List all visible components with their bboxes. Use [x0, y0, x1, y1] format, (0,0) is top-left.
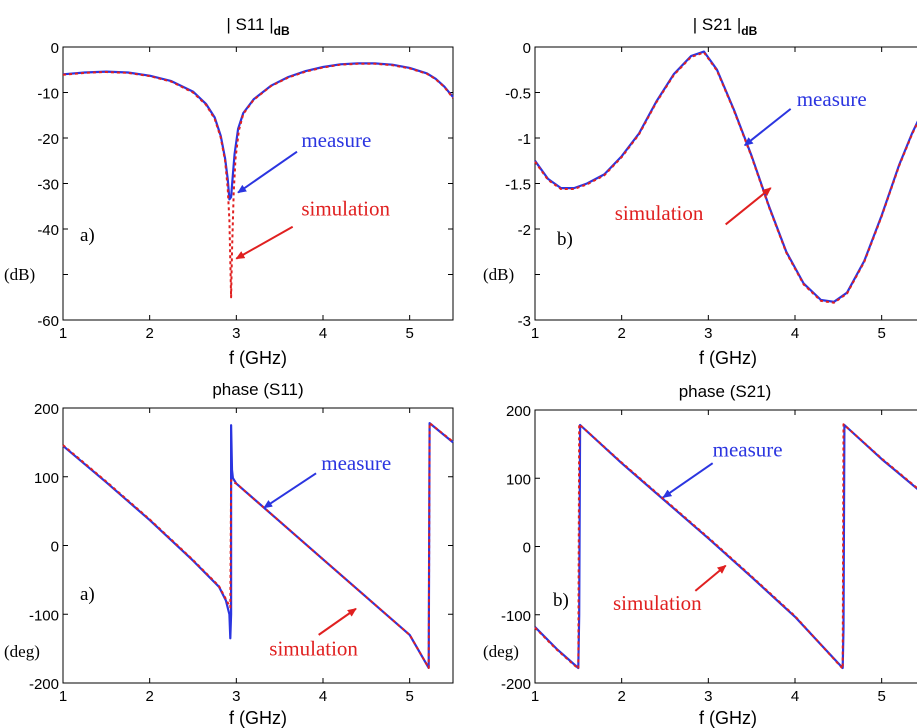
y-tick-label: -200 [501, 676, 531, 693]
y-tick-label: 200 [34, 401, 59, 418]
y-tick-label: -10 [37, 86, 59, 103]
panel-label: a) [80, 225, 95, 246]
y-axis-unit-label: (deg) [483, 642, 519, 661]
series-line-simulation [62, 422, 454, 669]
chart-title-subscript: dB [274, 24, 290, 38]
y-axis-unit-label: (deg) [4, 642, 40, 661]
y-tick-label: -20 [37, 131, 59, 148]
x-tick-label: 2 [145, 325, 153, 342]
y-tick-label: -100 [501, 608, 531, 625]
annotation-label: measure [797, 87, 867, 111]
x-tick-label: 5 [877, 688, 885, 705]
x-tick-label: 3 [704, 325, 712, 342]
series-line-simulation [534, 51, 917, 304]
x-tick-label: 5 [405, 325, 413, 342]
y-tick-label: -60 [37, 313, 59, 330]
annotation-label: simulation [301, 196, 390, 220]
plot-area-frame [62, 46, 454, 321]
x-tick-label: 5 [877, 325, 885, 342]
y-tick-label: 100 [34, 470, 59, 487]
chart-title: | S11 | [226, 15, 273, 34]
plot-area-frame [62, 407, 454, 684]
svg-text:phase (S11): phase (S11) [212, 380, 303, 399]
annotation-arrow [235, 225, 294, 260]
y-tick-label: 0 [51, 539, 59, 556]
x-axis-label: f (GHz) [229, 708, 287, 728]
y-tick-label: -40 [37, 222, 59, 239]
panel-label: b) [557, 229, 573, 250]
y-tick-label: -1 [518, 131, 531, 148]
x-tick-label: 3 [232, 688, 240, 705]
annotation-label: measure [301, 128, 371, 152]
annotation-label: simulation [269, 637, 358, 661]
svg-text:phase (S21): phase (S21) [679, 382, 772, 401]
x-axis-label: f (GHz) [699, 348, 757, 368]
x-axis-label: f (GHz) [229, 348, 287, 368]
annotation-arrow [694, 564, 727, 592]
y-tick-label: 200 [506, 403, 531, 420]
x-tick-label: 1 [59, 325, 67, 342]
annotation-arrow [662, 462, 714, 499]
chart-title-subscript: dB [741, 24, 757, 38]
x-tick-label: 1 [531, 325, 539, 342]
panel-s21-phase: phase (S21) 1 2 3 4 5 200 100 0 -100 -200 measure… [483, 382, 917, 728]
y-tick-label: -1.5 [505, 177, 531, 194]
svg-text:| S21 |dB: | S21 |dB [693, 15, 758, 38]
y-tick-label: -30 [37, 177, 59, 194]
annotation-label: measure [321, 451, 391, 475]
annotation-arrow [743, 108, 792, 147]
panel-label: b) [553, 590, 569, 611]
panel-s21-magnitude: | S21 |dB 1 2 3 4 5 0 -0.5 -1 -1.5 -2 -3 measure si… [483, 15, 917, 368]
chart-title: phase (S11) [212, 380, 303, 399]
series-line-simulation [62, 62, 454, 299]
series-line-measure [62, 62, 454, 201]
x-tick-label: 2 [617, 325, 625, 342]
series-line-simulation [534, 423, 917, 670]
annotation-arrow [263, 472, 317, 509]
series-line-measure [62, 422, 454, 670]
y-tick-label: -200 [29, 676, 59, 693]
annotation-label: measure [713, 437, 783, 461]
x-tick-label: 4 [319, 688, 327, 705]
annotation-arrow [318, 607, 357, 636]
y-axis-unit-label: (dB) [4, 265, 35, 284]
y-axis-unit-label: (dB) [483, 265, 514, 284]
y-tick-label: 100 [506, 471, 531, 488]
chart-title: | S21 | [693, 15, 742, 34]
annotation-arrow [237, 150, 298, 194]
y-tick-label: -0.5 [505, 86, 531, 103]
x-tick-label: 4 [791, 688, 799, 705]
x-tick-label: 2 [617, 688, 625, 705]
panel-s11-phase: phase (S11) 1 2 3 4 5 200 100 0 -100 -200 measure… [4, 380, 454, 728]
y-tick-label: 0 [523, 40, 531, 57]
series-line-measure [534, 423, 917, 670]
x-tick-label: 3 [704, 688, 712, 705]
x-tick-label: 1 [531, 688, 539, 705]
annotation-arrow [725, 187, 772, 226]
x-tick-label: 4 [319, 325, 327, 342]
panel-s11-magnitude: | S11 |dB 1 2 3 4 5 0 -10 -20 -30 -40 -60 measure s… [4, 15, 454, 368]
x-axis-label: f (GHz) [699, 708, 757, 728]
annotation-label: simulation [613, 591, 702, 615]
y-tick-label: 0 [523, 540, 531, 557]
y-tick-label: -100 [29, 607, 59, 624]
chart-title: phase (S21) [679, 382, 772, 401]
svg-text:| S11 |dB: | S11 |dB [226, 15, 290, 38]
x-tick-label: 5 [405, 688, 413, 705]
x-tick-label: 4 [791, 325, 799, 342]
y-tick-label: 0 [51, 40, 59, 57]
annotation-label: simulation [615, 201, 704, 225]
y-tick-label: -3 [518, 313, 531, 330]
x-tick-label: 2 [145, 688, 153, 705]
x-tick-label: 1 [59, 688, 67, 705]
y-tick-label: -2 [518, 222, 531, 239]
panel-label: a) [80, 584, 95, 605]
x-tick-label: 3 [232, 325, 240, 342]
